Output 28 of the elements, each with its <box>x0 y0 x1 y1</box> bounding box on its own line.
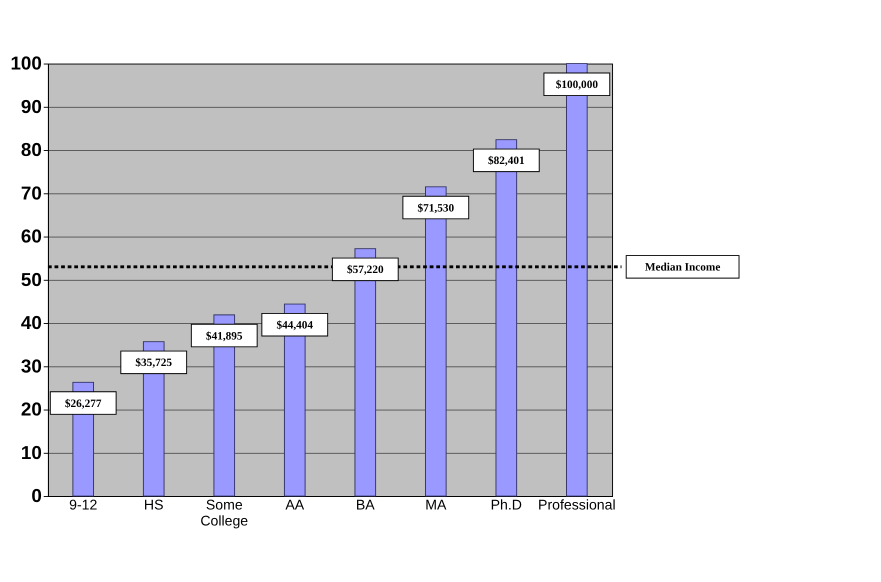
y-tick-label: 60 <box>20 226 42 247</box>
y-tick-label: 100 <box>10 52 42 74</box>
x-tick-label: AA <box>285 496 305 513</box>
y-tick-label: 30 <box>20 355 42 376</box>
y-tick-label: 40 <box>20 312 42 334</box>
y-tick-label: 80 <box>20 139 42 160</box>
annotation: $100,000 <box>556 79 598 92</box>
x-tick-label: HS <box>144 496 164 513</box>
y-tick-label: 70 <box>20 182 42 204</box>
y-tick-label: 50 <box>20 268 42 290</box>
annotation: $57,220 <box>346 264 384 276</box>
annotation: $26,277 <box>64 398 102 410</box>
y-tick-label: 10 <box>20 442 42 463</box>
annotation: $71,530 <box>417 202 454 214</box>
annotation: $41,895 <box>206 330 243 342</box>
y-tick-label: 90 <box>20 96 42 117</box>
x-tick-label: BA <box>356 496 376 513</box>
annotation: $82,401 <box>488 155 525 168</box>
annotation: $35,725 <box>135 357 172 370</box>
x-tick-label: Professional <box>538 496 616 513</box>
y-tick-label: 20 <box>20 398 42 420</box>
x-tick-label: MA <box>425 496 447 513</box>
x-tick-label: 9-12 <box>69 496 98 513</box>
y-tick-label: 0 <box>31 485 42 506</box>
x-tick-label: Ph.D <box>490 496 522 513</box>
ref-line-label: Median Income <box>644 262 720 274</box>
annotation: $44,404 <box>276 319 314 332</box>
x-tick-label: Some College <box>200 496 248 529</box>
